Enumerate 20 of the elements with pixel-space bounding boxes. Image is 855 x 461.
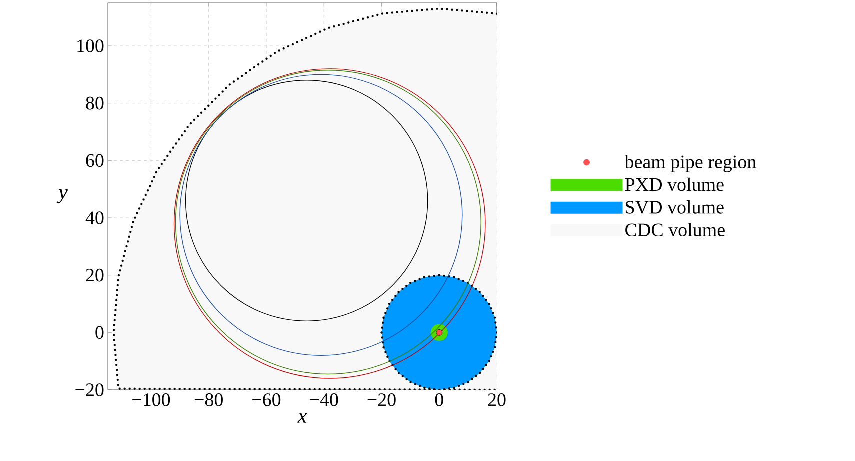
- legend-label: SVD volume: [626, 200, 724, 214]
- y-tick-label: 40: [86, 212, 104, 224]
- legend-label: PXD volume: [625, 178, 724, 192]
- y-tick-label: 60: [86, 154, 104, 168]
- x-tick-label: −80: [194, 394, 223, 406]
- x-tick-label: −100: [132, 394, 170, 406]
- x-axis-title: x: [298, 413, 308, 423]
- x-tick-label: 0: [435, 394, 444, 406]
- x-tick-label: −40: [310, 394, 338, 406]
- legend-label: CDC volume: [626, 223, 725, 237]
- x-tick-label: 20: [488, 394, 506, 406]
- legend-label: beam pipe region: [624, 155, 756, 172]
- x-tick-label: −60: [252, 394, 281, 406]
- y-tick-label: 80: [86, 96, 104, 110]
- y-tick-label: 100: [78, 40, 104, 52]
- y-tick-label: 0: [96, 326, 104, 340]
- x-tick-label: −20: [368, 394, 396, 406]
- y-tick-label: 20: [86, 268, 104, 282]
- y-axis-title: y: [56, 189, 68, 204]
- y-tick-label: −20: [76, 384, 104, 396]
